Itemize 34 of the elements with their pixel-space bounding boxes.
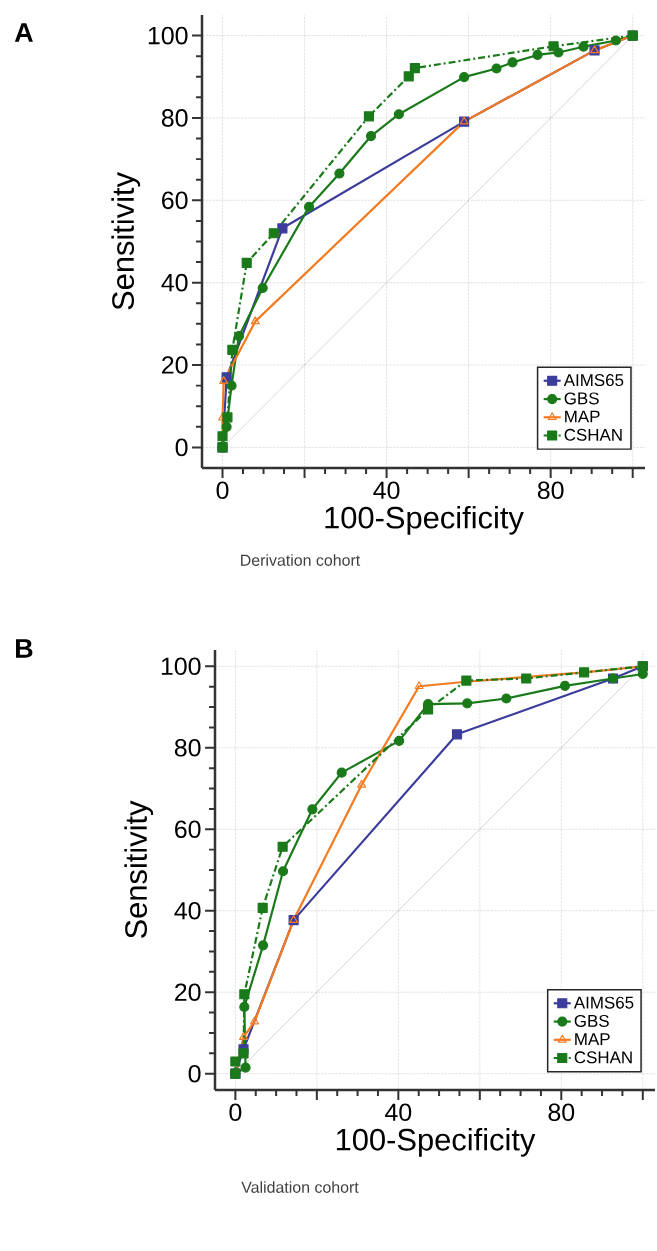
legend-label: GBS xyxy=(574,1014,609,1027)
legend-label: GBS xyxy=(564,392,599,405)
legend-label: MAP xyxy=(575,1033,610,1045)
y-tick-label: 40 xyxy=(174,901,201,920)
x-tick-label: 0 xyxy=(229,1103,242,1122)
y-tick-label: 0 xyxy=(188,1064,201,1083)
text: A xyxy=(14,23,33,42)
legend-label: AIMS65 xyxy=(573,996,634,1009)
x-tick-label: 0 xyxy=(216,481,229,500)
text: Derivation cohort xyxy=(241,554,361,566)
y-tick-label: 80 xyxy=(174,738,201,757)
legend-label: CSHAN xyxy=(574,1051,632,1064)
y-axis-title: Sensitivity xyxy=(124,800,154,939)
x-tick-label: 80 xyxy=(537,481,564,500)
x-tick-label: 40 xyxy=(373,481,400,500)
x-tick-label: 80 xyxy=(548,1103,575,1122)
y-tick-label: 100 xyxy=(148,26,188,45)
legend-label: AIMS65 xyxy=(563,374,624,387)
x-axis-title: 100-Specificity xyxy=(336,1127,536,1157)
y-tick-label: 100 xyxy=(161,657,201,676)
y-tick-label: 40 xyxy=(161,273,188,292)
legend-label: CSHAN xyxy=(564,428,622,441)
y-tick-label: 20 xyxy=(175,983,201,1002)
x-tick-label: 40 xyxy=(385,1103,412,1122)
y-tick-label: 80 xyxy=(161,109,188,127)
y-tick-label: 20 xyxy=(162,356,188,374)
x-axis-title: 100-Specificity xyxy=(325,505,524,535)
y-tick-label: 60 xyxy=(162,191,188,210)
text: B xyxy=(16,639,33,658)
text: Validation cohort xyxy=(241,1181,359,1193)
legend-label: MAP xyxy=(565,410,600,423)
y-tick-label: 60 xyxy=(175,820,201,839)
y-tick-label: 0 xyxy=(175,438,188,457)
y-axis-title: Sensitivity xyxy=(111,172,141,310)
